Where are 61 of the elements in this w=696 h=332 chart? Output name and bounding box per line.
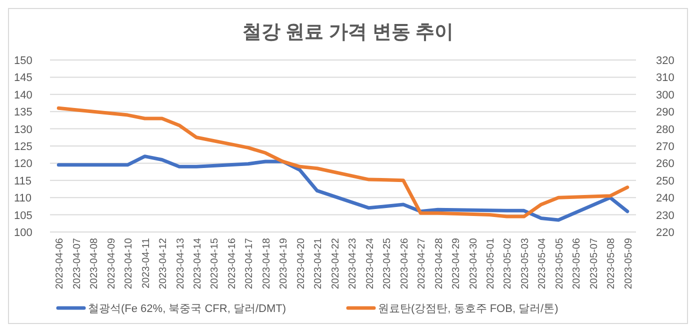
y2-tick-label: 270	[656, 141, 674, 153]
x-tick-label: 2023-04-26	[399, 238, 410, 290]
x-tick-label: 2023-04-29	[451, 238, 462, 290]
y-tick-label: 125	[14, 141, 32, 153]
x-tick-label: 2023-04-28	[434, 238, 445, 290]
x-tick-label: 2023-04-27	[416, 238, 428, 290]
x-tick-label: 2023-04-15	[210, 238, 221, 290]
line-series	[56, 154, 630, 222]
x-tick-label: 2023-05-04	[537, 238, 548, 290]
x-tick-label: 2023-04-12	[158, 238, 170, 290]
x-tick-label: 2023-05-05	[554, 238, 566, 290]
y2-tick-label: 310	[656, 72, 674, 84]
x-tick-label: 2023-05-09	[623, 238, 634, 290]
x-tick-label: 2023-05-02	[502, 238, 514, 290]
y-tick-label: 130	[14, 124, 32, 136]
y2-tick-label: 260	[656, 158, 674, 170]
x-tick-label: 2023-04-07	[72, 238, 83, 290]
x-tick-label: 2023-04-25	[382, 238, 394, 290]
x-tick-label: 2023-04-30	[468, 238, 480, 290]
x-tick-label: 2023-04-22	[330, 238, 342, 290]
x-tick-label: 2023-04-08	[89, 238, 100, 290]
y2-tick-label: 320	[656, 55, 674, 67]
legend-label: 철광석(Fe 62%, 북중국 CFR, 달러/DMT)	[88, 303, 286, 315]
x-tick-label: 2023-04-24	[364, 238, 376, 290]
y-tick-label: 145	[14, 72, 32, 84]
y2-tick-label: 280	[656, 124, 674, 136]
y2-tick-label: 240	[656, 192, 674, 205]
y2-tick-label: 230	[656, 210, 674, 222]
x-tick-label: 2023-05-03	[520, 238, 531, 290]
x-tick-label: 2023-04-19	[278, 238, 290, 290]
y-tick-label: 135	[14, 106, 32, 119]
x-tick-label: 2023-04-21	[313, 238, 324, 290]
x-tick-label: 2023-04-17	[244, 238, 256, 290]
x-tick-label: 2023-04-09	[106, 238, 118, 290]
chart-title: 철강 원료 가격 변동 추이	[242, 22, 454, 43]
y2-tick-label: 300	[656, 89, 674, 102]
x-tick-label: 2023-04-14	[192, 238, 204, 290]
x-tick-label: 2023-04-16	[226, 238, 238, 290]
y-tick-label: 120	[14, 158, 32, 170]
legend-label: 원료탄(강점탄, 동호주 FOB, 달러/톤)	[378, 303, 558, 315]
x-tick-label: 2023-04-23	[348, 238, 359, 290]
x-tick-label: 2023-05-08	[606, 238, 618, 290]
x-tick-label: 2023-04-11	[140, 238, 152, 288]
y2-tick-label: 290	[656, 106, 674, 119]
x-tick-label: 2023-04-18	[261, 238, 272, 290]
y-tick-label: 140	[14, 89, 32, 102]
y-tick-label: 110	[14, 192, 32, 205]
y2-tick-label: 250	[656, 175, 674, 188]
y-tick-label: 150	[14, 55, 32, 67]
y-tick-label: 115	[14, 175, 32, 188]
x-tick-label: 2023-05-06	[572, 238, 583, 290]
y-tick-label: 105	[14, 210, 32, 222]
y-tick-label: 100	[14, 227, 32, 239]
x-tick-label: 2023-04-13	[175, 238, 186, 290]
x-tick-label: 2023-04-06	[54, 238, 66, 290]
x-tick-label: 2023-04-10	[124, 238, 135, 290]
x-tick-label: 2023-05-07	[588, 238, 600, 290]
y2-tick-label: 220	[656, 227, 674, 239]
line-series	[56, 106, 630, 218]
x-tick-label: 2023-04-20	[296, 238, 307, 290]
x-tick-label: 2023-05-01	[486, 238, 496, 290]
